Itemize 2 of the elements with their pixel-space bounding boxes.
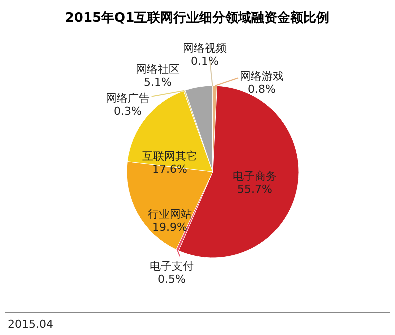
chart-title: 2015年Q1互联网行业细分领域融资金额比例 (65, 10, 330, 26)
text: 2015.04 (8, 318, 54, 331)
